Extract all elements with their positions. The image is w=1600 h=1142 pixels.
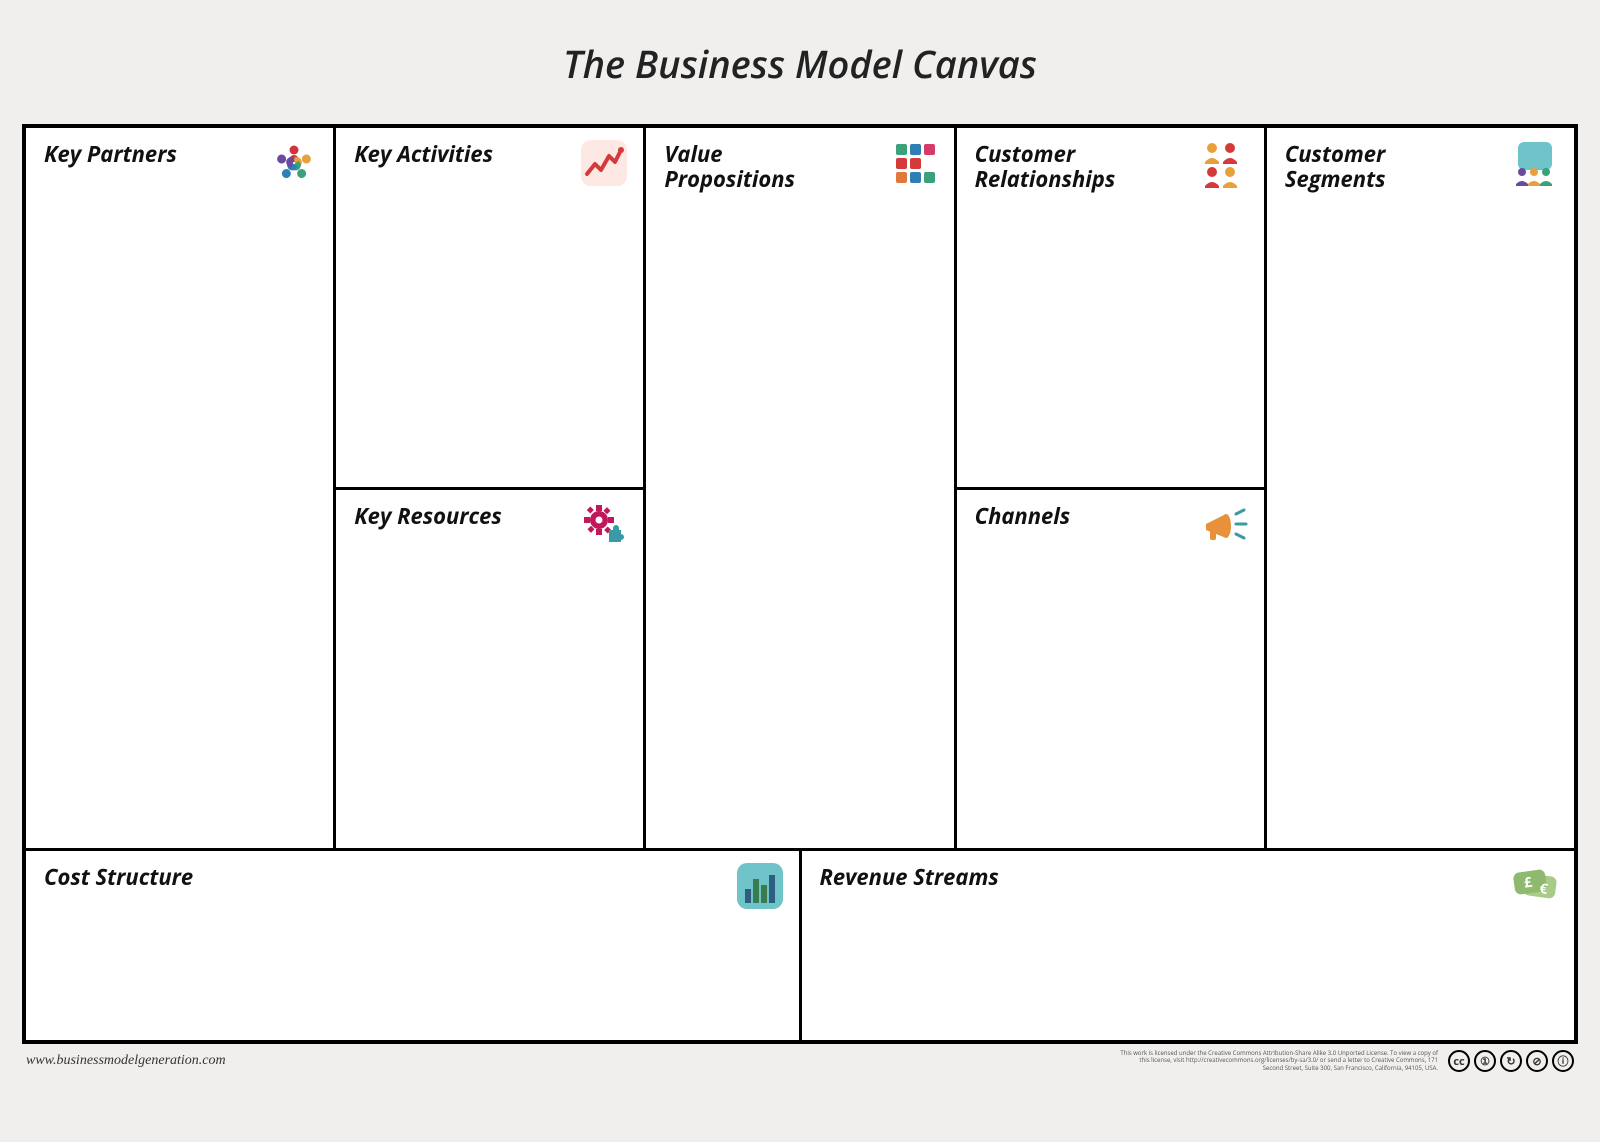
- footer-license-text: This work is licensed under the Creative…: [1118, 1050, 1438, 1072]
- cc-badge-nc: ⊘: [1526, 1050, 1548, 1072]
- label-value-propositions: ValuePropositions: [664, 142, 854, 193]
- cc-badges: cc ① ↻ ⊘ ⓘ: [1448, 1050, 1574, 1072]
- audience-icon: [1510, 138, 1560, 188]
- cell-customer-segments: CustomerSegments: [1267, 128, 1574, 848]
- people-circle-icon: [269, 138, 319, 188]
- col-key-partners: Key Partners: [26, 128, 333, 848]
- trend-up-icon: [579, 138, 629, 188]
- cell-key-partners: Key Partners: [26, 128, 333, 848]
- cell-channels: Channels: [957, 487, 1264, 849]
- people-pairs-icon: [1200, 138, 1250, 188]
- label-customer-segments: CustomerSegments: [1285, 142, 1475, 193]
- label-key-partners: Key Partners: [44, 142, 234, 167]
- cell-cost-structure: Cost Structure: [26, 851, 799, 1040]
- cc-badge-cc: cc: [1448, 1050, 1470, 1072]
- footer: www.businessmodelgeneration.com This wor…: [22, 1044, 1578, 1072]
- cc-badge-by: ①: [1474, 1050, 1496, 1072]
- cc-badge-sa: ↻: [1500, 1050, 1522, 1072]
- cell-key-resources: Key Resources: [336, 487, 643, 849]
- label-channels: Channels: [975, 504, 1165, 529]
- top-row: Key Partners Key Activities: [26, 128, 1574, 848]
- bottom-row: Cost Structure Revenue Streams £ €: [26, 848, 1574, 1040]
- cell-customer-relationships: CustomerRelationships: [957, 128, 1264, 487]
- col-value-propositions: ValuePropositions: [643, 128, 953, 848]
- col-relationships-channels: CustomerRelationships Channels: [954, 128, 1264, 848]
- cell-revenue-streams: Revenue Streams £ €: [799, 851, 1575, 1040]
- bar-chart-icon: [735, 861, 785, 911]
- footer-url: www.businessmodelgeneration.com: [26, 1053, 226, 1069]
- cc-badge-info: ⓘ: [1552, 1050, 1574, 1072]
- col-customer-segments: CustomerSegments: [1264, 128, 1574, 848]
- megaphone-icon: [1200, 500, 1250, 550]
- label-key-resources: Key Resources: [354, 504, 544, 529]
- money-icon: £ €: [1510, 861, 1560, 911]
- grid-squares-icon: [890, 138, 940, 188]
- label-key-activities: Key Activities: [354, 142, 544, 167]
- col-activities-resources: Key Activities Key Resources: [333, 128, 643, 848]
- cell-value-propositions: ValuePropositions: [646, 128, 953, 848]
- label-revenue-streams: Revenue Streams: [820, 865, 1336, 890]
- cell-key-activities: Key Activities: [336, 128, 643, 487]
- gear-puzzle-icon: [579, 500, 629, 550]
- label-customer-relationships: CustomerRelationships: [975, 142, 1165, 193]
- page-title: The Business Model Canvas: [22, 38, 1578, 90]
- label-cost-structure: Cost Structure: [44, 865, 560, 890]
- business-model-canvas: Key Partners Key Activities: [22, 124, 1578, 1044]
